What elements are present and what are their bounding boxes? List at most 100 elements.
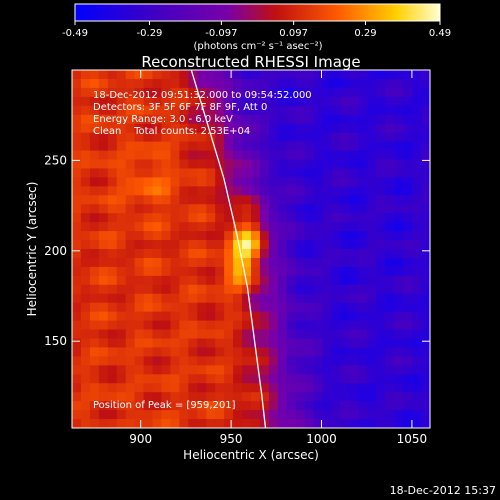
- heatmap-cell: [161, 392, 172, 402]
- heatmap-cell: [251, 105, 261, 116]
- heatmap-cell: [125, 257, 136, 268]
- heatmap-cell: [340, 338, 351, 349]
- heatmap-cell: [116, 338, 127, 349]
- heatmap-cell: [385, 195, 395, 205]
- heatmap-cell: [376, 70, 386, 80]
- heatmap-cell: [412, 356, 422, 366]
- heatmap-cell: [322, 356, 333, 366]
- heatmap-cell: [170, 356, 180, 366]
- heatmap-cell: [206, 249, 216, 259]
- heatmap-cell: [251, 168, 261, 178]
- heatmap-cell: [80, 213, 91, 223]
- plot-frame: [71, 69, 431, 429]
- heatmap-cell: [206, 231, 216, 241]
- heatmap-cell: [89, 410, 100, 420]
- heatmap-cell: [242, 338, 252, 349]
- heatmap-cell: [143, 383, 154, 393]
- heatmap-cell: [385, 329, 395, 340]
- heatmap-cell: [224, 78, 234, 89]
- heatmap-cell: [251, 96, 261, 107]
- heatmap-cell: [394, 240, 404, 250]
- heatmap-cell: [206, 78, 216, 89]
- heatmap-cell: [349, 311, 359, 322]
- heatmap-cell: [179, 132, 189, 143]
- heatmap-cell: [295, 123, 306, 134]
- heatmap-cell: [125, 284, 136, 295]
- heatmap-cell: [152, 329, 163, 340]
- heatmap-cell: [134, 257, 145, 268]
- heatmap-cell: [143, 347, 154, 357]
- heatmap-cell: [206, 141, 216, 152]
- heatmap-cell: [268, 150, 279, 161]
- heatmap-cell: [98, 419, 109, 428]
- heatmap-cell: [179, 275, 189, 286]
- heatmap-cell: [98, 266, 109, 277]
- heatmap-cell: [233, 114, 243, 125]
- heatmap-cell: [331, 213, 342, 223]
- heatmap-cell: [80, 410, 91, 420]
- heatmap-cell: [251, 338, 261, 349]
- heatmap-cell: [107, 338, 118, 349]
- heatmap-cell: [242, 320, 252, 331]
- heatmap-cell: [367, 356, 377, 366]
- heatmap-cell: [89, 392, 100, 402]
- heatmap-cell: [107, 240, 118, 250]
- heatmap-cell: [259, 159, 270, 170]
- heatmap-cell: [331, 78, 342, 89]
- heatmap-cell: [161, 213, 172, 223]
- heatmap-cell: [376, 159, 386, 170]
- heatmap-cell: [215, 293, 225, 304]
- heatmap-cell: [134, 70, 145, 80]
- heatmap-cell: [233, 347, 243, 357]
- heatmap-cell: [152, 419, 163, 428]
- heatmap-cell: [170, 141, 180, 152]
- heatmap-cell: [385, 240, 395, 250]
- heatmap-cell: [152, 141, 163, 152]
- heatmap-cell: [358, 159, 368, 170]
- heatmap-cell: [72, 87, 82, 98]
- heatmap-cell: [403, 311, 413, 322]
- heatmap-cell: [206, 213, 216, 223]
- heatmap-cell: [403, 240, 413, 250]
- heatmap-cell: [206, 365, 216, 375]
- heatmap-cell: [233, 222, 243, 232]
- heatmap-cell: [394, 284, 404, 295]
- heatmap-cell: [421, 114, 430, 125]
- heatmap-cell: [322, 347, 333, 357]
- heatmap-cell: [80, 320, 91, 331]
- heatmap-cell: [161, 70, 172, 80]
- heatmap-cell: [322, 284, 333, 295]
- heatmap-cell: [116, 365, 127, 375]
- heatmap-cell: [268, 78, 279, 89]
- heatmap-cell: [134, 365, 145, 375]
- heatmap-cell: [394, 257, 404, 268]
- heatmap-cell: [98, 213, 109, 223]
- heatmap-cell: [385, 293, 395, 304]
- heatmap-cell: [242, 204, 252, 214]
- heatmap-cell: [152, 231, 163, 241]
- heatmap-cell: [385, 383, 395, 393]
- heatmap-cell: [259, 374, 270, 384]
- heatmap-cell: [268, 410, 279, 420]
- heatmap-cell: [80, 96, 91, 107]
- heatmap-cell: [197, 266, 207, 277]
- heatmap-cell: [80, 159, 91, 170]
- heatmap-cell: [421, 302, 430, 313]
- heatmap-cell: [107, 383, 118, 393]
- heatmap-cell: [367, 240, 377, 250]
- heatmap-cell: [358, 347, 368, 357]
- heatmap-cell: [72, 293, 82, 304]
- heatmap-cell: [259, 168, 270, 178]
- heatmap-cell: [116, 159, 127, 170]
- heatmap-cell: [80, 365, 91, 375]
- heatmap-cell: [385, 168, 395, 178]
- heatmap-cell: [295, 240, 306, 250]
- heatmap-cell: [259, 195, 270, 205]
- heatmap-cell: [125, 222, 136, 232]
- heatmap-cell: [331, 257, 342, 268]
- heatmap-cell: [233, 240, 243, 250]
- heatmap-cell: [259, 96, 270, 107]
- heatmap-cell: [251, 320, 261, 331]
- heatmap-cell: [412, 168, 422, 178]
- heatmap-cell: [242, 410, 252, 420]
